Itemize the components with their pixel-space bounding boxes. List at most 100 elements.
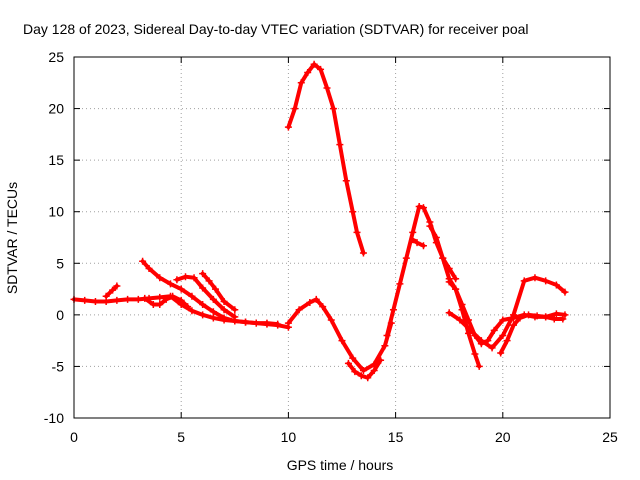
data-point: [458, 301, 466, 309]
y-tick-label: 10: [48, 204, 64, 220]
data-point: [561, 288, 569, 296]
data-point: [409, 236, 417, 244]
series-track-6: [199, 270, 239, 314]
data-point: [531, 274, 539, 282]
data-point: [166, 280, 174, 288]
y-tick-label: -10: [44, 410, 64, 426]
data-point: [184, 303, 192, 311]
series-track-14: [445, 274, 569, 352]
y-axis-tick-labels: -10 -5 0 5 10 15 20 25: [44, 49, 64, 426]
data-point: [336, 141, 344, 149]
data-point: [439, 254, 447, 262]
data-point: [477, 337, 485, 345]
y-axis-label: SDTVAR / TECUs: [4, 182, 20, 294]
series-trace: [427, 224, 482, 369]
data-point: [464, 316, 472, 324]
x-axis-tick-labels: 0 5 10 15 20 25: [70, 429, 618, 445]
x-tick-label: 25: [602, 429, 618, 445]
data-point: [209, 308, 217, 316]
data-point: [402, 254, 410, 262]
data-point: [323, 84, 331, 92]
data-point: [141, 294, 149, 302]
data-point: [452, 275, 460, 283]
data-point: [113, 296, 121, 304]
data-point: [231, 313, 239, 321]
chart-title: Day 128 of 2023, Sidereal Day-to-day VTE…: [23, 21, 529, 37]
grid-lines: [74, 57, 610, 418]
data-point: [490, 326, 498, 334]
data-point: [295, 306, 303, 314]
x-axis-label: GPS time / hours: [287, 457, 394, 473]
data-point: [169, 292, 177, 300]
data-point: [312, 295, 320, 303]
data-point: [471, 350, 479, 358]
data-point: [413, 239, 421, 247]
plot-series: [70, 60, 569, 382]
data-point: [156, 301, 164, 309]
series-trace: [447, 279, 567, 346]
data-point: [499, 331, 507, 339]
data-point: [252, 319, 260, 327]
data-point: [359, 367, 367, 375]
y-tick-label: 20: [48, 101, 64, 117]
data-point: [181, 273, 189, 281]
data-point: [503, 337, 511, 345]
data-point: [419, 204, 427, 212]
data-point: [156, 274, 164, 282]
x-tick-label: 20: [495, 429, 511, 445]
data-point: [533, 312, 541, 320]
data-point: [499, 316, 507, 324]
data-point: [377, 356, 385, 364]
data-point: [263, 319, 271, 327]
data-point: [205, 277, 213, 285]
data-point: [199, 311, 207, 319]
data-point: [145, 264, 153, 272]
data-point: [149, 301, 157, 309]
data-point: [467, 326, 475, 334]
data-point: [134, 295, 142, 303]
y-tick-label: 15: [48, 152, 64, 168]
data-point: [319, 303, 327, 311]
data-point: [344, 359, 352, 367]
data-point: [357, 372, 365, 380]
series-track-2: [102, 282, 121, 300]
y-tick-label: 25: [48, 49, 64, 65]
data-point: [510, 311, 518, 319]
series-track-11: [409, 236, 427, 250]
data-point: [497, 349, 505, 357]
x-tick-label: 10: [281, 429, 297, 445]
plot-frame: [73, 56, 611, 419]
data-point: [542, 277, 550, 285]
data-point: [274, 320, 282, 328]
series-track-5: [173, 273, 239, 321]
data-point: [426, 222, 434, 230]
data-point: [284, 319, 292, 327]
data-point: [177, 296, 185, 304]
data-point: [488, 344, 496, 352]
data-point: [552, 281, 560, 289]
data-point: [389, 306, 397, 314]
series-track-15: [497, 311, 567, 357]
data-point: [351, 368, 359, 376]
data-point: [381, 342, 389, 350]
series-track-9: [344, 356, 385, 382]
data-point: [370, 367, 378, 375]
data-point: [445, 309, 453, 317]
series-trace: [346, 358, 383, 380]
data-point: [199, 284, 207, 292]
data-point: [156, 293, 164, 301]
axis-ticks: [73, 56, 611, 419]
data-point: [209, 314, 217, 322]
data-point: [199, 270, 207, 278]
data-point: [188, 307, 196, 315]
data-point: [317, 65, 325, 73]
data-point: [102, 292, 110, 300]
data-point: [306, 298, 314, 306]
y-tick-label: -5: [52, 358, 65, 374]
data-point: [209, 295, 217, 303]
data-point: [452, 285, 460, 293]
data-point: [242, 318, 250, 326]
data-point: [327, 316, 335, 324]
series-track-7: [284, 60, 367, 257]
